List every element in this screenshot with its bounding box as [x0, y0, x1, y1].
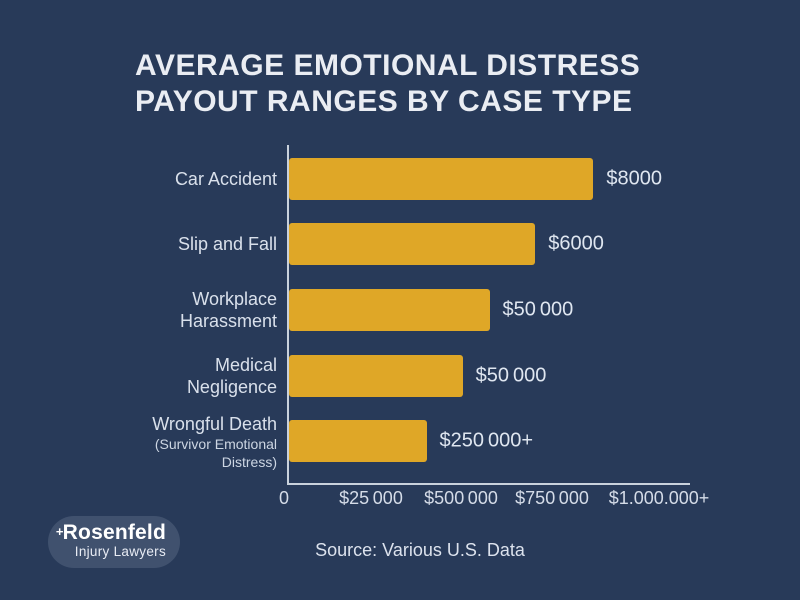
- page-title: AVERAGE EMOTIONAL DISTRESS PAYOUT RANGES …: [135, 48, 640, 120]
- bar-car-accident: [289, 158, 594, 200]
- value-label: $6000: [548, 232, 604, 255]
- value-label: $50 000: [502, 298, 574, 321]
- bar-medical-negligence: [289, 355, 463, 397]
- value-label: $50 000: [475, 364, 547, 387]
- x-tick-2: $500 000: [424, 488, 498, 508]
- brand-name: +Rosenfeld: [55, 521, 166, 544]
- x-tick-0: 0: [278, 488, 290, 508]
- x-tick-3: $750 000: [515, 488, 589, 508]
- rosenfeld-logo: +Rosenfeld Injury Lawyers: [48, 516, 180, 568]
- bar-chart: $8000 $6000 $50 000 $50 000 $250 000+: [289, 145, 690, 485]
- bar-workplace-harassment: [289, 289, 490, 331]
- x-tick-4: $1.000.000+: [608, 488, 710, 508]
- title-line-1: AVERAGE EMOTIONAL DISTRESS: [135, 49, 641, 82]
- category-label-slip-and-fall: Slip and Fall: [177, 234, 277, 254]
- title-line-2: PAYOUT RANGES BY CASE TYPE: [135, 85, 633, 118]
- chart-axes: [287, 145, 690, 485]
- value-label: $250 000+: [439, 429, 534, 452]
- category-label-car-accident: Car Accident: [174, 169, 277, 189]
- x-tick-1: $25 000: [339, 488, 403, 508]
- cross-icon: +: [55, 524, 64, 539]
- source-note: Source: Various U.S. Data: [315, 540, 525, 560]
- category-label-medical-negligence: Medical Negligence: [186, 355, 277, 397]
- category-label-workplace-harassment: Workplace Harassment: [179, 289, 277, 331]
- value-label: $8000: [606, 167, 662, 190]
- category-label-wrongful-death: Wrongful Death (Survivor Emotional Distr…: [152, 414, 277, 470]
- brand-tagline: Injury Lawyers: [74, 544, 166, 559]
- bar-slip-and-fall: [289, 223, 536, 265]
- bar-wrongful-death: [289, 420, 427, 462]
